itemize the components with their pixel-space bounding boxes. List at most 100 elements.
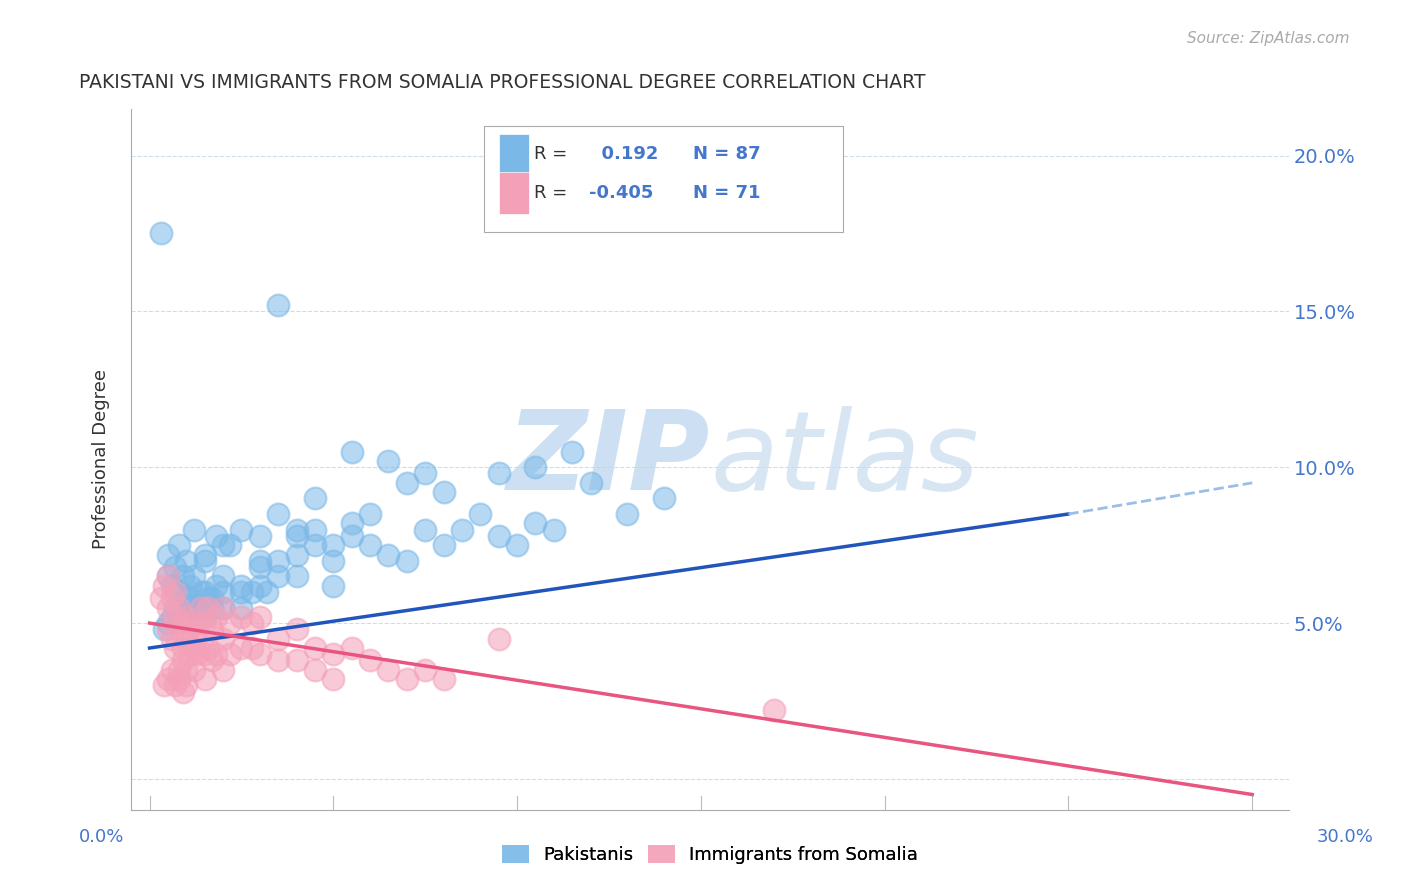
Point xyxy=(219,647,242,661)
Point xyxy=(267,632,290,646)
Point xyxy=(194,585,217,599)
Point xyxy=(194,647,217,661)
Point xyxy=(201,653,224,667)
Point xyxy=(176,591,198,606)
Point xyxy=(167,623,190,637)
Point xyxy=(304,663,326,677)
Point xyxy=(167,538,190,552)
Text: N = 71: N = 71 xyxy=(693,184,761,202)
Text: 0.0%: 0.0% xyxy=(79,828,124,846)
Point xyxy=(204,529,226,543)
Point xyxy=(488,467,510,481)
Y-axis label: Professional Degree: Professional Degree xyxy=(93,369,110,549)
Point xyxy=(194,672,217,686)
Point xyxy=(183,616,205,631)
Legend: Pakistanis, Immigrants from Somalia: Pakistanis, Immigrants from Somalia xyxy=(495,838,925,871)
Text: ZIP: ZIP xyxy=(506,406,710,513)
Text: R =: R = xyxy=(534,184,568,202)
Point xyxy=(172,610,194,624)
Point xyxy=(212,569,235,583)
Point xyxy=(160,591,183,606)
Point xyxy=(285,653,308,667)
Point xyxy=(156,672,179,686)
Point xyxy=(194,616,217,631)
Point xyxy=(285,623,308,637)
Point xyxy=(176,610,198,624)
Point xyxy=(172,684,194,698)
Point xyxy=(304,523,326,537)
Text: PAKISTANI VS IMMIGRANTS FROM SOMALIA PROFESSIONAL DEGREE CORRELATION CHART: PAKISTANI VS IMMIGRANTS FROM SOMALIA PRO… xyxy=(79,73,925,92)
Point xyxy=(183,640,205,655)
Point xyxy=(267,507,290,521)
Point xyxy=(285,548,308,562)
Point xyxy=(183,569,205,583)
Point xyxy=(212,538,235,552)
Point xyxy=(579,475,602,490)
Point xyxy=(179,647,201,661)
Point xyxy=(165,560,187,574)
Point xyxy=(470,507,492,521)
Point xyxy=(652,491,675,506)
Point xyxy=(201,623,224,637)
Point xyxy=(156,623,179,637)
Point xyxy=(304,640,326,655)
Point xyxy=(165,585,187,599)
Point xyxy=(340,444,363,458)
Point xyxy=(197,640,219,655)
Point xyxy=(267,554,290,568)
Point xyxy=(285,569,308,583)
Point xyxy=(167,663,190,677)
Point xyxy=(451,523,474,537)
Point xyxy=(359,507,381,521)
Point xyxy=(204,647,226,661)
Point xyxy=(249,529,271,543)
Point xyxy=(149,227,172,241)
Point xyxy=(165,678,187,692)
Point xyxy=(190,632,212,646)
Point xyxy=(432,672,454,686)
Point xyxy=(249,647,271,661)
Point xyxy=(249,560,271,574)
Point xyxy=(179,579,201,593)
Point xyxy=(186,600,208,615)
Point xyxy=(340,529,363,543)
Point xyxy=(395,672,418,686)
Point xyxy=(172,569,194,583)
Point xyxy=(340,640,363,655)
Text: R =: R = xyxy=(534,145,568,163)
Point xyxy=(212,585,235,599)
Point xyxy=(267,298,290,312)
Text: -0.405: -0.405 xyxy=(589,184,652,202)
Point xyxy=(190,600,212,615)
Point xyxy=(172,653,194,667)
Point xyxy=(149,591,172,606)
Point xyxy=(197,600,219,615)
Point xyxy=(179,591,201,606)
Point xyxy=(231,640,253,655)
Point xyxy=(543,523,565,537)
Point xyxy=(267,569,290,583)
Point xyxy=(201,591,224,606)
Point xyxy=(561,444,583,458)
Point xyxy=(340,516,363,531)
Point xyxy=(167,600,190,615)
Point xyxy=(322,554,344,568)
Point xyxy=(231,600,253,615)
Point xyxy=(165,610,187,624)
Point xyxy=(186,600,208,615)
Point xyxy=(156,569,179,583)
Point xyxy=(231,579,253,593)
Point xyxy=(219,616,242,631)
Point xyxy=(176,663,198,677)
Point xyxy=(165,640,187,655)
Text: 0.192: 0.192 xyxy=(589,145,658,163)
Text: 30.0%: 30.0% xyxy=(1317,828,1374,846)
Point xyxy=(359,538,381,552)
Point xyxy=(242,585,264,599)
Point xyxy=(172,616,194,631)
Point xyxy=(167,616,190,631)
Point xyxy=(506,538,529,552)
Point xyxy=(153,623,176,637)
Point xyxy=(322,672,344,686)
Point xyxy=(524,516,547,531)
